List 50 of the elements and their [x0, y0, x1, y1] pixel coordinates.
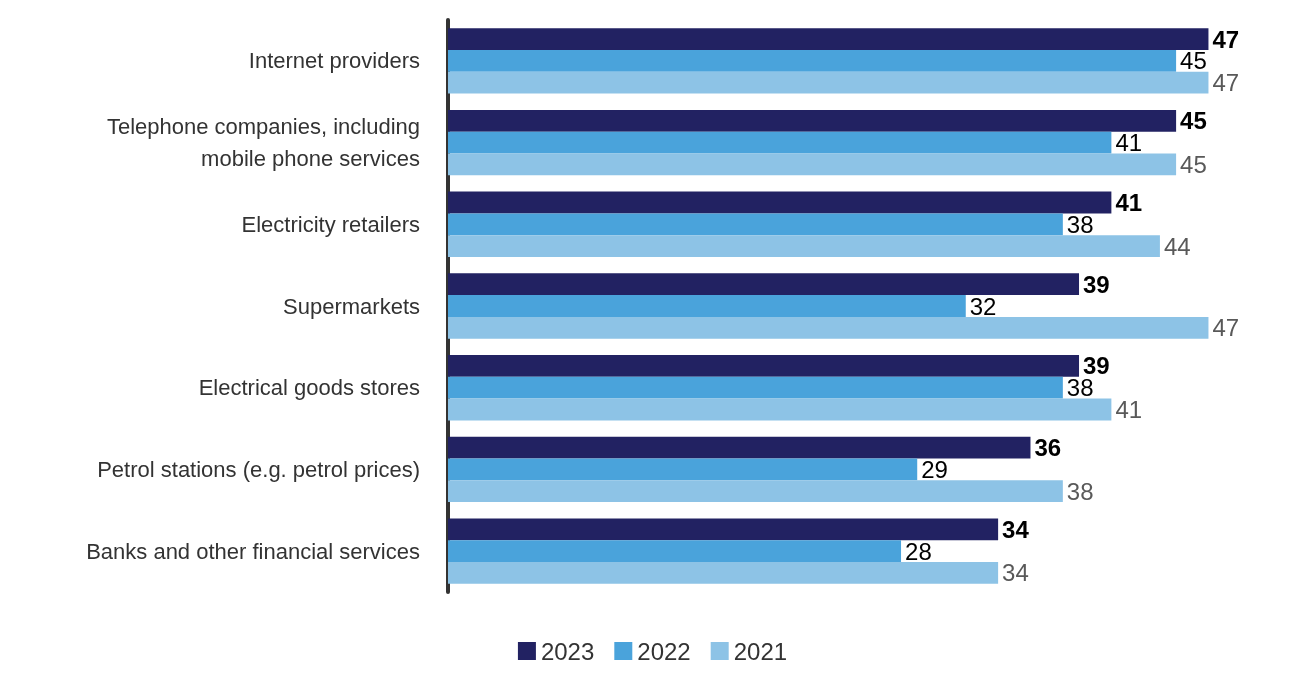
data-label: 44	[1163, 232, 1191, 260]
bar	[448, 480, 1063, 503]
bar	[448, 49, 1177, 72]
y-tick-label: Internet providers	[248, 48, 420, 74]
bar	[448, 191, 1112, 214]
data-label: 28	[905, 537, 932, 565]
data-label: 36	[1034, 434, 1062, 462]
bar	[448, 398, 1112, 421]
bar	[448, 213, 1063, 236]
data-label: 38	[1066, 210, 1094, 238]
bar	[448, 540, 902, 563]
bar	[448, 295, 966, 317]
bar	[448, 316, 1209, 339]
data-label: 47	[1212, 25, 1240, 53]
data-label: 39	[1083, 270, 1110, 298]
data-label: 34	[1002, 559, 1029, 587]
bar	[448, 436, 1031, 459]
data-label: 32	[969, 292, 997, 320]
data-label: 34	[1002, 515, 1030, 543]
data-label: 29	[921, 455, 948, 483]
data-label: 41	[1115, 189, 1143, 216]
bar	[448, 71, 1209, 94]
data-label: 45	[1180, 47, 1207, 75]
bar	[448, 518, 999, 541]
data-label: 47	[1212, 69, 1240, 97]
bar	[448, 235, 1160, 257]
bar	[448, 273, 1080, 296]
y-tick-label: Telephone companies, including mobile phone services	[106, 114, 420, 172]
legend-label: 2022	[637, 637, 691, 665]
bar	[448, 28, 1209, 50]
y-tick-label: Electrical goods stores	[198, 375, 420, 401]
legend-label: 2023	[540, 637, 595, 665]
data-label: 38	[1066, 477, 1094, 505]
y-tick-label: Electricity retailers	[241, 211, 420, 237]
bar	[448, 153, 1177, 176]
data-label: 41	[1115, 129, 1143, 157]
data-label: 47	[1212, 314, 1240, 342]
bar	[448, 562, 999, 584]
data-label: 45	[1180, 150, 1207, 178]
data-label: 41	[1115, 396, 1143, 423]
bar	[448, 131, 1112, 154]
y-tick-label: Supermarkets	[283, 293, 420, 319]
bar	[448, 458, 918, 481]
data-label: 45	[1180, 107, 1207, 135]
legend-label: 2021	[733, 637, 788, 665]
bar	[448, 355, 1080, 377]
y-tick-label: Banks and other financial services	[86, 538, 420, 564]
y-tick-label: Petrol stations (e.g. petrol prices)	[97, 456, 420, 482]
bar	[448, 109, 1177, 132]
bar	[448, 376, 1063, 399]
